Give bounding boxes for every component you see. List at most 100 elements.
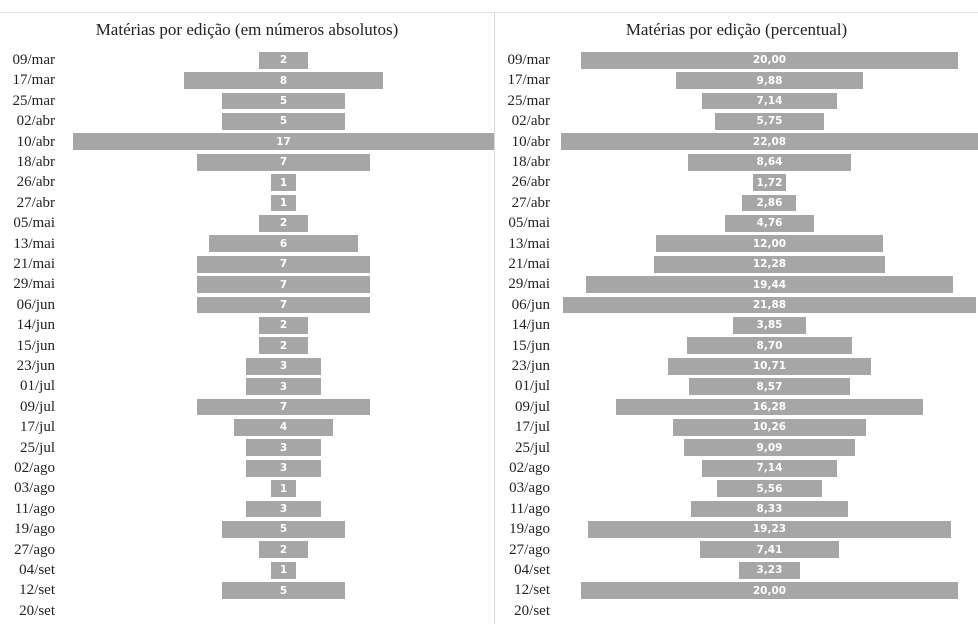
category-label: 05/mai — [13, 215, 55, 232]
bar: 7 — [196, 153, 371, 171]
bar-value-label: 2,86 — [756, 196, 783, 209]
bar-value-label: 8,57 — [756, 380, 783, 393]
bar: 9,88 — [676, 72, 863, 89]
bar-value-label: 8,64 — [756, 156, 783, 169]
bar-value-label: 3,23 — [756, 564, 783, 577]
bar: 5 — [221, 92, 346, 110]
category-label: 04/set — [514, 562, 550, 578]
category-label: 11/ago — [509, 500, 550, 517]
bar-row: 27/abr 1 — [0, 193, 494, 213]
category-label: 09/jul — [514, 398, 550, 415]
bar-row: 12/set 20,00 — [495, 580, 978, 600]
category-label: 27/ago — [14, 541, 55, 558]
bar-row: 04/set 3,23 — [495, 560, 978, 580]
category-label: 21/mai — [13, 256, 55, 272]
category-label: 20/set — [514, 602, 550, 619]
category-label: 05/mai — [508, 215, 550, 232]
bar-row: 23/jun 3 — [0, 356, 494, 376]
category-label: 18/abr — [511, 154, 550, 170]
bar-row: 01/jul 3 — [0, 376, 494, 396]
bar-row: 03/ago 5,56 — [495, 478, 978, 498]
category-label: 17/mar — [12, 72, 56, 89]
bar: 1 — [271, 561, 296, 579]
category-label: 12/set — [514, 582, 550, 599]
bar: 8,57 — [688, 378, 851, 395]
bar-row: 15/jun 2 — [0, 336, 494, 356]
bar: 3 — [246, 500, 321, 518]
bar: 7 — [196, 255, 371, 273]
category-label: 13/mai — [13, 235, 55, 252]
category-label: 10/abr — [16, 133, 55, 150]
bar-value-label: 7 — [279, 400, 288, 413]
bar-row: 20/set — [495, 601, 978, 621]
bar-row: 21/mai 12,28 — [495, 254, 978, 274]
bar-value-label: 2 — [279, 319, 288, 332]
category-label: 02/abr — [511, 113, 550, 130]
panel-divider — [494, 12, 495, 624]
bar-row: 27/abr 2,86 — [495, 193, 978, 213]
bar: 7,14 — [702, 459, 837, 477]
category-label: 03/ago — [509, 480, 550, 497]
bar-row: 18/abr 8,64 — [495, 152, 978, 172]
bar: 10,71 — [668, 357, 871, 375]
bar-row: 25/mar 5 — [0, 91, 494, 111]
category-label: 01/jul — [19, 378, 55, 395]
category-label: 21/mai — [508, 256, 550, 272]
category-label: 09/mar — [12, 52, 56, 68]
bar-row: 17/mar 8 — [0, 70, 494, 90]
bar: 21,88 — [562, 296, 977, 314]
bar-value-label: 9,88 — [756, 74, 783, 87]
bar: 12,00 — [656, 235, 883, 253]
bar: 3 — [246, 378, 321, 395]
bar-row: 17/mar 9,88 — [495, 70, 978, 90]
bar-value-label: 5 — [279, 115, 288, 128]
bar-value-label: 19,23 — [752, 523, 787, 536]
bar-value-label: 10,26 — [752, 421, 787, 434]
bar-value-label: 4,76 — [756, 217, 783, 230]
category-label: 25/mar — [12, 92, 56, 109]
bar-value-label: 10,71 — [752, 360, 787, 373]
category-label: 17/jul — [19, 419, 55, 436]
category-label: 27/ago — [509, 541, 550, 558]
chart-title-absolute: Matérias por edição (em números absoluto… — [95, 20, 399, 39]
category-label: 29/mai — [508, 276, 550, 293]
bar-row: 09/jul 7 — [0, 397, 494, 417]
bar-row: 26/abr 1 — [0, 172, 494, 192]
bar: 7 — [196, 398, 371, 416]
bar-row: 21/mai 7 — [0, 254, 494, 274]
category-label: 10/abr — [511, 133, 550, 150]
category-label: 27/abr — [16, 194, 55, 211]
bar-value-label: 3 — [279, 502, 288, 515]
bar-row: 02/abr 5 — [0, 111, 494, 131]
bar-value-label: 12,28 — [752, 258, 787, 271]
bar: 19,44 — [585, 276, 954, 293]
bar-row: 06/jun 21,88 — [495, 295, 978, 315]
bar-value-label: 8,33 — [756, 502, 783, 515]
bar-row: 15/jun 8,70 — [495, 336, 978, 356]
bar-row: 05/mai 4,76 — [495, 213, 978, 233]
bar: 3,85 — [733, 316, 806, 334]
bar-row: 11/ago 3 — [0, 499, 494, 519]
bar-value-label: 20,00 — [752, 584, 787, 597]
category-label: 23/jun — [511, 358, 550, 374]
category-label: 23/jun — [16, 358, 55, 374]
bar-row: 02/ago 3 — [0, 458, 494, 478]
category-label: 19/ago — [14, 521, 55, 538]
bar: 5,56 — [716, 480, 822, 497]
bar-value-label: 5 — [279, 584, 288, 597]
bar-value-label: 2 — [279, 217, 288, 230]
bar-value-label: 1 — [279, 176, 288, 189]
bar-value-label: 4 — [279, 421, 288, 434]
category-label: 02/ago — [14, 460, 55, 476]
category-label: 17/mar — [507, 72, 551, 89]
bar-value-label: 3 — [279, 380, 288, 393]
bar-row: 27/ago 7,41 — [495, 540, 978, 560]
bar-row: 29/mai 19,44 — [495, 274, 978, 294]
bar-value-label: 5 — [279, 94, 288, 107]
category-label: 27/abr — [511, 194, 550, 211]
bar-value-label: 2 — [279, 543, 288, 556]
category-label: 19/ago — [509, 521, 550, 538]
bar-row: 09/mar 20,00 — [495, 50, 978, 70]
bar: 5 — [221, 520, 346, 538]
